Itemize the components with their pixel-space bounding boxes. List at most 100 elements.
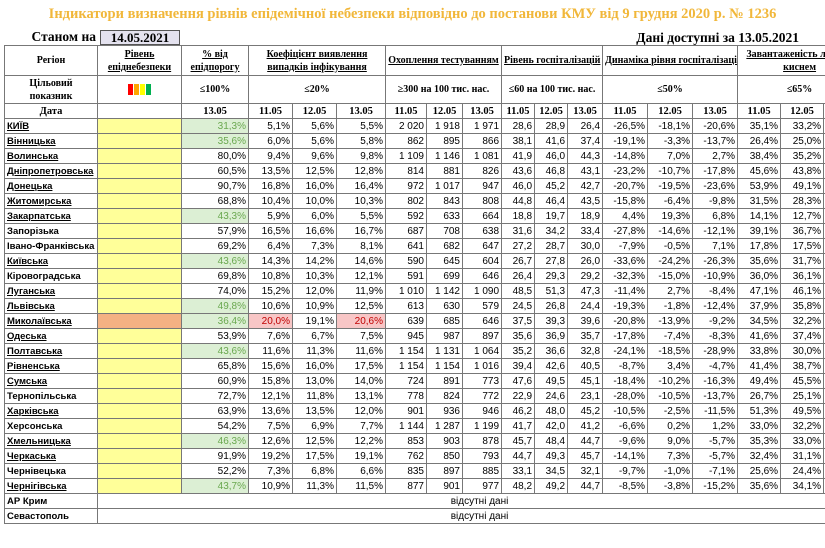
region-name: КИЇВ <box>4 118 98 134</box>
hosp-dyn-value: 2,7% <box>647 283 694 299</box>
testing-value: 824 <box>426 388 463 404</box>
coef-value: 14,2% <box>292 253 337 269</box>
beds-value: 25,6% <box>737 463 782 479</box>
testing-value: 638 <box>461 223 503 239</box>
hosp-dyn-value: -20,7% <box>602 178 649 194</box>
hosp-value: 38,1 <box>501 133 536 149</box>
pct-value: 80,0% <box>181 148 249 164</box>
coef-value: 16,6% <box>292 223 337 239</box>
hosp-dyn-value: -6,4% <box>647 193 694 209</box>
region-name: Дніпропетровська <box>4 163 98 179</box>
table-row: Донецька 90,7% 16,8% 16,0% 16,4% 972 1 017 947 4… <box>4 178 825 194</box>
coef-value: 7,5% <box>336 328 386 344</box>
hosp-value: 43,1 <box>567 163 604 179</box>
level-cell <box>97 433 182 449</box>
hosp-dyn-value: -26,3% <box>692 253 739 269</box>
table-row-absent: Севастополь відсутні дані <box>4 508 825 524</box>
hosp-value: 45,2 <box>534 178 569 194</box>
date-col-0-2: 13.05 <box>336 103 386 119</box>
hosp-value: 33,1 <box>501 463 536 479</box>
table-row: Хмельницька 46,3% 12,6% 12,5% 12,2% 853 903 878… <box>4 433 825 449</box>
hosp-value: 45,7 <box>501 433 536 449</box>
beds-value: 35,3% <box>737 433 782 449</box>
region-name: Севастополь <box>4 508 98 524</box>
region-name: Черкаська <box>4 448 98 464</box>
hosp-dyn-value: -11,5% <box>692 403 739 419</box>
table-row: Харківська 63,9% 13,6% 13,5% 12,0% 901 936 946 4… <box>4 403 825 419</box>
region-name: Запорізька <box>4 223 98 239</box>
hosp-dyn-value: -28,9% <box>692 343 739 359</box>
pct-value: 54,2% <box>181 418 249 434</box>
testing-value: 762 <box>385 448 427 464</box>
table-row: Полтавська 43,6% 11,6% 11,3% 11,6% 1 154 1 131… <box>4 343 825 359</box>
coef-value: 12,5% <box>292 433 337 449</box>
hosp-dyn-value: -18,5% <box>647 343 694 359</box>
beds-value: 49,5% <box>780 403 825 419</box>
level-cell <box>97 118 182 134</box>
hosp-value: 49,5 <box>534 373 569 389</box>
beds-value: 12,7% <box>780 208 825 224</box>
beds-value: 28,3% <box>780 193 825 209</box>
testing-value: 724 <box>385 373 427 389</box>
beds-value: 43,8% <box>780 163 825 179</box>
coef-value: 11,6% <box>336 343 386 359</box>
level-cell <box>97 298 182 314</box>
coef-value: 12,5% <box>292 163 337 179</box>
hosp-value: 49,2 <box>534 478 569 494</box>
beds-value: 49,1% <box>780 178 825 194</box>
beds-value: 24,4% <box>780 463 825 479</box>
region-name: Сумська <box>4 373 98 389</box>
hosp-value: 29,3 <box>534 268 569 284</box>
hosp-dyn-value: 7,1% <box>692 238 739 254</box>
hosp-dyn-value: 0,2% <box>647 418 694 434</box>
coef-value: 6,4% <box>248 238 293 254</box>
coef-value: 16,8% <box>248 178 293 194</box>
testing-value: 1 199 <box>461 418 503 434</box>
region-name: Івано-Франківська <box>4 238 98 254</box>
hosp-value: 36,6 <box>534 343 569 359</box>
region-name: Закарпатська <box>4 208 98 224</box>
coef-value: 10,4% <box>248 193 293 209</box>
hosp-value: 46,0 <box>501 178 536 194</box>
region-name: Чернігівська <box>4 478 98 494</box>
testing-value: 891 <box>426 373 463 389</box>
testing-value: 1 090 <box>461 283 503 299</box>
header-beds: Завантаженість ліжок з киснем <box>737 45 825 76</box>
hosp-dyn-value: -2,5% <box>647 403 694 419</box>
hosp-dyn-value: -14,6% <box>647 223 694 239</box>
hosp-dyn-value: -8,7% <box>602 358 649 374</box>
hosp-value: 18,8 <box>501 208 536 224</box>
table-row: Закарпатська 43,3% 5,9% 6,0% 5,5% 592 633 664 18… <box>4 208 825 224</box>
hosp-dyn-value: -24,2% <box>647 253 694 269</box>
beds-value: 41,4% <box>737 358 782 374</box>
table-row: Сумська 60,9% 15,8% 13,0% 14,0% 724 891 773 47,6… <box>4 373 825 389</box>
level-cell <box>97 148 182 164</box>
testing-value: 1 081 <box>461 148 503 164</box>
date-col-1-1: 12.05 <box>426 103 463 119</box>
testing-value: 1 064 <box>461 343 503 359</box>
beds-value: 37,4% <box>780 328 825 344</box>
coef-value: 10,9% <box>292 298 337 314</box>
hosp-dyn-value: -19,3% <box>602 298 649 314</box>
hosp-dyn-value: 3,4% <box>647 358 694 374</box>
hosp-value: 41,7 <box>501 418 536 434</box>
coef-value: 6,7% <box>292 328 337 344</box>
target-testing: ≥300 на 100 тис. нас. <box>384 75 503 104</box>
date-col-0-0: 11.05 <box>248 103 293 119</box>
level-cell <box>97 418 182 434</box>
hosp-value: 32,1 <box>567 463 604 479</box>
hosp-dyn-value: -10,9% <box>692 268 739 284</box>
hosp-value: 24,6 <box>534 388 569 404</box>
coef-value: 10,8% <box>248 268 293 284</box>
region-name: АР Крим <box>4 493 98 509</box>
region-name: Кіровоградська <box>4 268 98 284</box>
testing-value: 773 <box>461 373 503 389</box>
hosp-value: 34,2 <box>534 223 569 239</box>
testing-value: 901 <box>385 403 427 419</box>
table-row: Івано-Франківська 69,2% 6,4% 7,3% 8,1% 641 682… <box>4 238 825 254</box>
pct-value: 65,8% <box>181 358 249 374</box>
testing-value: 639 <box>385 313 427 329</box>
hosp-value: 46,8 <box>534 163 569 179</box>
coef-value: 11,3% <box>292 343 337 359</box>
beds-value: 31,1% <box>780 448 825 464</box>
